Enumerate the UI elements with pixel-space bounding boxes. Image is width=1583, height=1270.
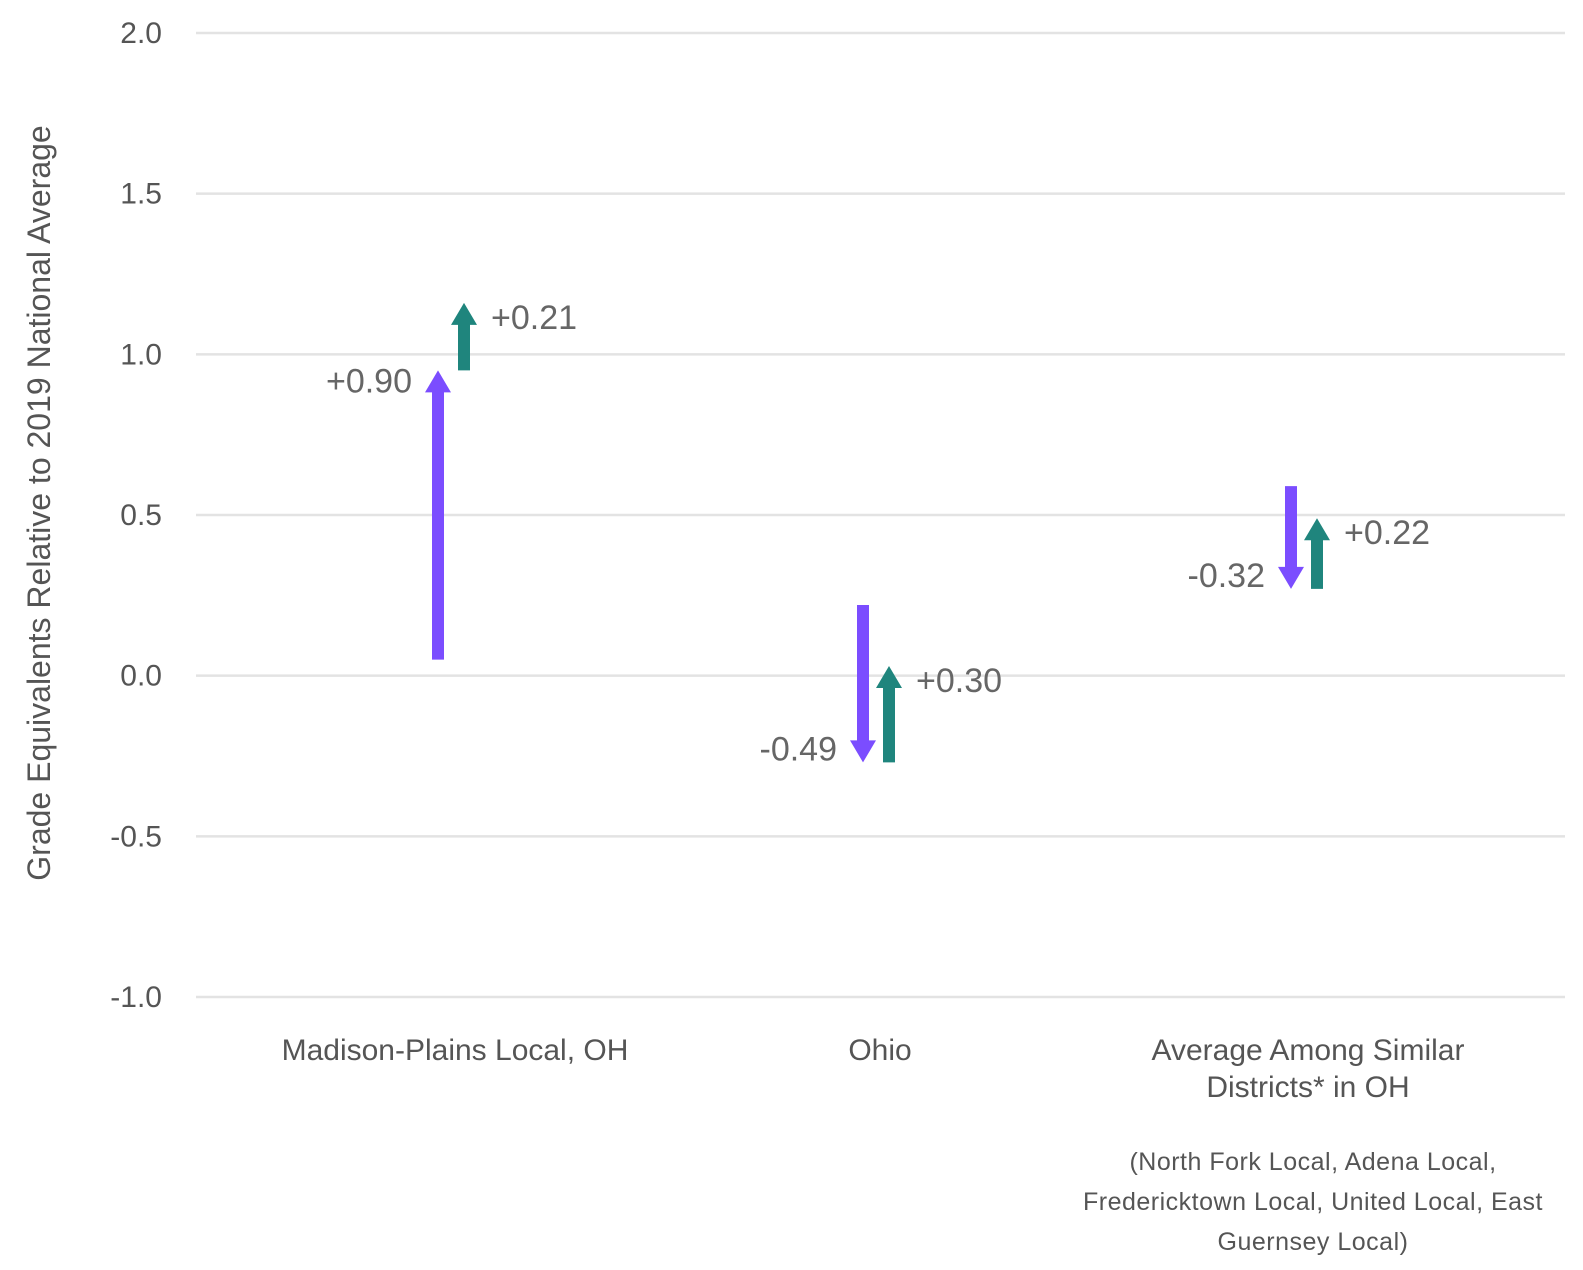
category-label: Average Among Similar xyxy=(1152,1034,1465,1067)
category-label: Districts* in OH xyxy=(1206,1071,1409,1104)
arrow-first-change xyxy=(850,604,876,763)
y-tick-label: -0.5 xyxy=(110,820,162,853)
category-note: Guernsey Local) xyxy=(1218,1228,1409,1256)
category-note: Fredericktown Local, United Local, East xyxy=(1083,1188,1543,1216)
category-labels: Madison-Plains Local, OH Ohio Average Amon… xyxy=(282,1034,1543,1256)
arrow-value-label: +0.30 xyxy=(916,662,1002,700)
arrow-value-label: +0.22 xyxy=(1344,514,1430,552)
arrow-second-change xyxy=(1304,518,1330,589)
y-axis-ticks: 2.0 1.5 1.0 0.5 0.0 -0.5 -1.0 xyxy=(110,17,162,1014)
arrow-first-change xyxy=(425,370,451,660)
y-tick-label: 2.0 xyxy=(120,17,162,50)
arrow-value-label: -0.32 xyxy=(1188,557,1266,595)
arrow-second-change xyxy=(451,302,477,371)
arrows xyxy=(425,302,1330,763)
arrow-value-label: -0.49 xyxy=(760,730,838,768)
y-tick-label: 0.0 xyxy=(120,660,162,693)
y-tick-label: 1.5 xyxy=(120,178,162,211)
category-label: Ohio xyxy=(848,1034,911,1067)
arrow-value-label: +0.90 xyxy=(326,362,412,400)
y-tick-label: -1.0 xyxy=(110,981,162,1014)
data-labels: +0.90 +0.21 -0.49 +0.30 -0.32 +0.22 xyxy=(326,299,1430,769)
y-axis-title: Grade Equivalents Relative to 2019 Natio… xyxy=(21,125,57,880)
arrow-value-label: +0.21 xyxy=(491,299,577,337)
arrow-first-change xyxy=(1278,486,1304,589)
arrow-second-change xyxy=(876,666,902,763)
y-tick-label: 1.0 xyxy=(120,338,162,371)
category-label: Madison-Plains Local, OH xyxy=(282,1034,629,1067)
gridlines xyxy=(196,31,1565,999)
category-note: (North Fork Local, Adena Local, xyxy=(1129,1148,1496,1176)
y-tick-label: 0.5 xyxy=(120,499,162,532)
